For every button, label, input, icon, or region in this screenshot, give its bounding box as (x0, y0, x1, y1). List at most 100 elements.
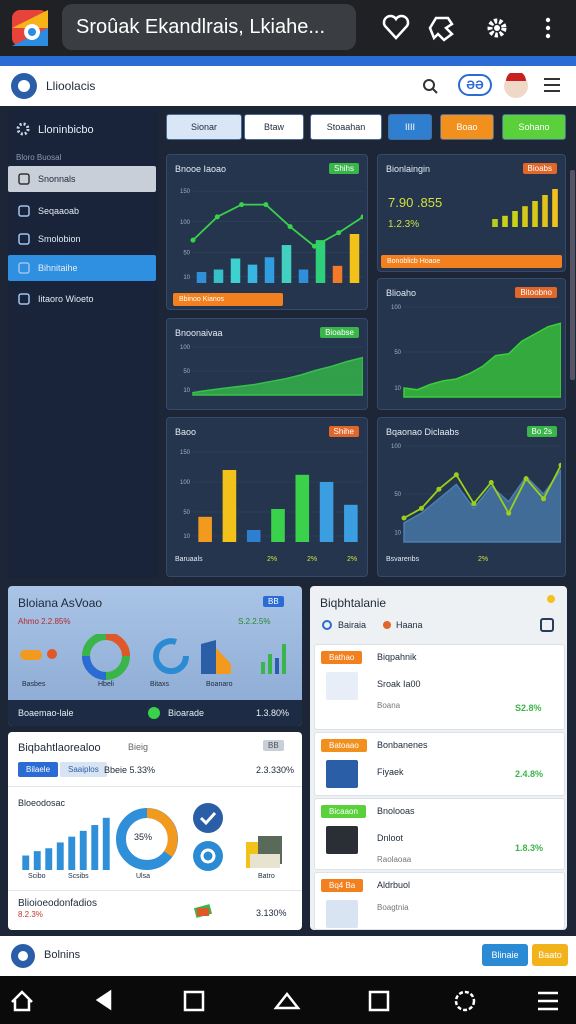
item-title: Aldrbuol (377, 880, 411, 890)
area (403, 468, 561, 543)
menu-icon[interactable] (544, 78, 560, 92)
toolbar-button[interactable]: Sionar (166, 114, 242, 140)
settings-icon[interactable] (540, 618, 554, 632)
nav-bar (0, 976, 576, 1024)
square-button[interactable] (368, 990, 390, 1012)
item-sub: Boana (377, 701, 401, 710)
line-point (436, 486, 442, 492)
card-title: Bnooe Iaoao (175, 164, 227, 174)
icon-shape (18, 233, 30, 245)
toolbar-button[interactable]: Sohano (502, 114, 566, 140)
app-icon[interactable] (12, 10, 48, 46)
y-tick-label: 100 (391, 444, 402, 450)
sidebar-item[interactable]: Snonnals (8, 166, 156, 192)
bar (532, 201, 538, 227)
activity-item[interactable]: Bicaaon Bnolooas Dnloot Raolaoaa 1.8.3% (314, 798, 565, 870)
back-button[interactable] (95, 989, 112, 1011)
toolbar-button[interactable]: IIII (388, 114, 432, 140)
icon-label: Batro (258, 873, 275, 880)
footer-value: 3.130% (256, 908, 287, 918)
recents-button[interactable] (183, 990, 205, 1012)
line-point (471, 501, 477, 507)
growth-panel: Biqbahtlaorealoo Bieig BB Bilaele Saaipl… (8, 732, 302, 930)
refresh-button[interactable] (454, 990, 476, 1012)
icon-label: Hbeli (98, 681, 114, 688)
tab-icon (383, 621, 391, 629)
line (192, 203, 363, 248)
overview-icons (20, 634, 286, 680)
bar (198, 516, 212, 542)
card-footer[interactable]: Bonoblicb Hoaoe (381, 255, 562, 268)
toolbar-button[interactable]: Boao (440, 114, 494, 140)
panel-title: Biqbhtalanie (320, 596, 387, 610)
sidebar-heading: Lloninbicbo (38, 124, 94, 136)
bar (315, 240, 326, 283)
icon-label: Scibo (28, 873, 46, 880)
tab[interactable]: Bilaele (18, 762, 59, 777)
action-button[interactable]: Baato (532, 944, 568, 966)
bar (344, 504, 358, 542)
badge[interactable]: ƏƏ (458, 74, 492, 96)
bar (295, 474, 310, 542)
card-footer[interactable]: Bbinoo Kianos (173, 293, 283, 306)
panel-badge[interactable]: BB (263, 596, 284, 607)
address[interactable]: Llioolacis (46, 79, 96, 93)
icon-shape (18, 205, 30, 217)
toolbar-button[interactable]: Stoaahan (310, 114, 382, 140)
top-icons[interactable] (380, 12, 565, 44)
bar (264, 257, 275, 283)
bar (319, 482, 334, 542)
panel-button[interactable]: BB (263, 740, 284, 751)
tab[interactable]: Bairaia (338, 620, 367, 630)
card-badge[interactable]: Shihe (328, 426, 359, 437)
activity-item[interactable]: Batoaao Bonbanenes Fiyaek 2.4.8% (314, 732, 565, 796)
icon-shape (18, 173, 30, 185)
y-tick-label: 50 (183, 250, 190, 256)
tab[interactable]: Saaiplos (60, 762, 107, 777)
home-button[interactable] (273, 991, 301, 1010)
tab[interactable]: Haana (396, 620, 423, 630)
sidebar-item[interactable]: Smolobion (8, 226, 156, 252)
donut-label: 35% (134, 832, 153, 842)
y-tick-label: 100 (180, 345, 191, 351)
activity-item[interactable]: Bq4 Ba Aldrbuol Boagtnia (314, 872, 565, 930)
stat: Bbeie 5.33% (104, 765, 156, 775)
line-point (214, 214, 220, 220)
sidebar-item[interactable]: Iitaoro Wioeto (8, 286, 156, 312)
panel-title: Bloiana AsVoao (18, 596, 103, 610)
bar (230, 258, 241, 283)
card-badge[interactable]: Bioabs (522, 163, 557, 174)
bar (102, 817, 110, 870)
avatar[interactable] (504, 73, 528, 99)
action-button[interactable]: Blinaie (482, 944, 528, 966)
card-badge[interactable]: Bitoobno (515, 287, 557, 298)
title-pill[interactable]: Sroûak Ekandlrais, Lkiahe... (62, 4, 356, 50)
item-name: Fiyaek (377, 767, 404, 777)
sidebar-item[interactable]: Bihnitaihe (8, 255, 156, 281)
toolbar-button[interactable]: Btaw (244, 114, 304, 140)
activity-item[interactable]: Bathao Biqpahnik Sroak Ia00 Boana S2.8% (314, 644, 565, 730)
card-badge[interactable]: Bioabse (320, 327, 359, 338)
home-button[interactable] (11, 990, 33, 1012)
item-name: Dnloot (377, 833, 404, 843)
bar (502, 215, 508, 227)
menu-button[interactable] (538, 991, 558, 1011)
item-badge: Bathao (321, 651, 363, 664)
search-icon[interactable] (422, 78, 438, 94)
footer-status: Bioarade (168, 708, 205, 718)
card-title: Bnoonaivaa (175, 328, 223, 338)
accent-strip (0, 56, 576, 66)
card-badge[interactable]: Bo 2s (526, 426, 557, 437)
menu-icon (18, 205, 30, 217)
line-point (263, 202, 269, 208)
icon-shape (18, 293, 30, 305)
divider (8, 786, 302, 787)
sidebar-label: Seqaaoab (38, 206, 80, 216)
sidebar-item[interactable]: Seqaaoab (8, 198, 156, 224)
y-tick-label: 10 (183, 534, 190, 540)
card-badge[interactable]: Shihs (328, 163, 359, 174)
sidebar-label: Bihnitaihe (38, 263, 78, 273)
mini-chart: 10 50 100 150 (180, 450, 363, 542)
stat-value: 2.3.330% (256, 765, 295, 775)
dashboard-card: Bnooe Iaoao Shihs 10 50 100 150 Bbinoo Kianos (166, 154, 368, 310)
